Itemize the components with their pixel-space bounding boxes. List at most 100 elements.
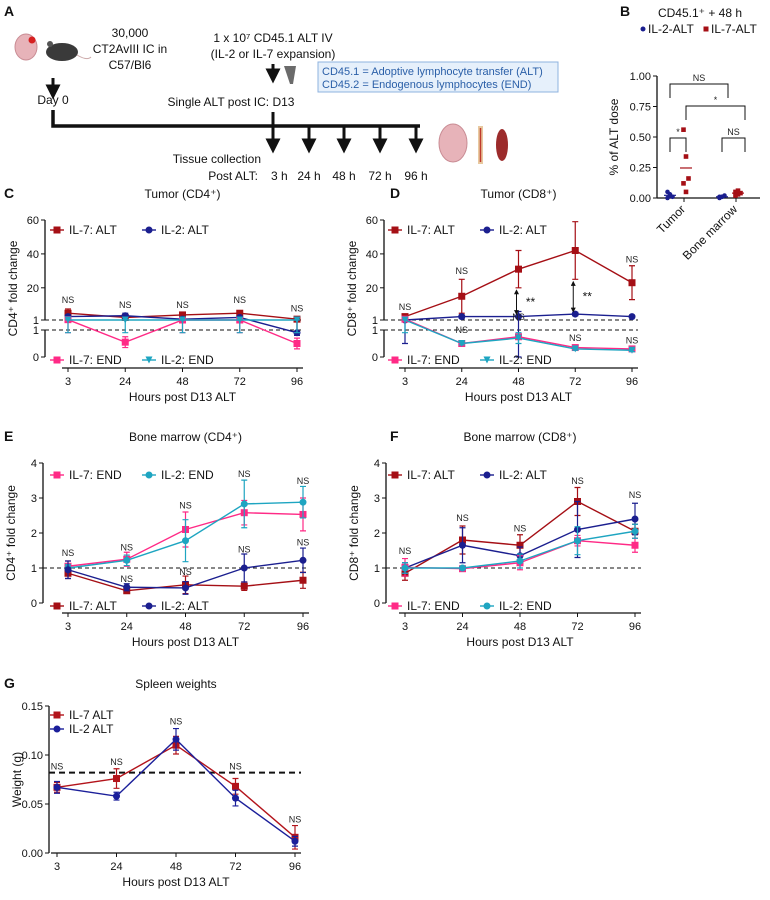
data-point [182, 537, 189, 545]
significance-label: NS [238, 469, 251, 479]
y-tick-label: 0.00 [22, 848, 43, 860]
legend-label: IL-2: ALT [161, 599, 209, 613]
legend-label: IL-7: END [407, 353, 460, 367]
legend-label: IL-7: END [407, 599, 460, 613]
significance-label: NS [179, 567, 192, 577]
data-point [628, 346, 636, 354]
y-axis-label: Weight (g) [10, 752, 24, 807]
significance-label: NS [238, 544, 251, 554]
panel-label: D [390, 185, 400, 201]
data-point [686, 176, 691, 181]
timepoint-label: 3 h [271, 169, 288, 183]
x-tick-label: 48 [170, 861, 182, 873]
data-point [391, 471, 399, 479]
data-point [458, 292, 466, 300]
x-tick-label: 72 [569, 376, 581, 388]
x-tick-label: 24 [121, 621, 133, 633]
data-point [145, 226, 153, 234]
info-line: CD45.2 = Endogenous lymphocytes (END) [322, 79, 531, 91]
significance-label: NS [514, 523, 527, 533]
data-point [483, 226, 491, 234]
x-tick-label: 96 [626, 376, 638, 388]
data-point [735, 188, 741, 193]
legend-label: IL-7: END [69, 468, 122, 482]
data-point [123, 583, 131, 591]
data-point [236, 309, 244, 317]
data-point [172, 735, 180, 743]
x-tick-label: 48 [514, 621, 526, 633]
data-point [483, 471, 491, 479]
chart-title: Tumor (CD8⁺) [481, 187, 557, 201]
y-axis-label: CD4⁺ fold change [4, 485, 18, 581]
significance-label: NS [291, 304, 304, 314]
data-point [64, 566, 72, 574]
legend-item: IL-7: ALT [50, 599, 117, 613]
x-tick-label: Bone marrow [680, 202, 741, 263]
data-point [459, 541, 466, 549]
y-tick-label: 3 [374, 493, 380, 505]
data-point [179, 311, 186, 319]
data-point [459, 564, 466, 572]
data-point [113, 775, 120, 783]
data-point [735, 192, 741, 197]
timepoint-label: 72 h [368, 169, 391, 183]
data-point [516, 557, 524, 565]
significance-label: NS [120, 543, 133, 553]
data-point [145, 471, 153, 479]
data-point [571, 247, 579, 255]
significance-label: NS [170, 717, 183, 727]
data-point [515, 265, 522, 273]
x-axis-label: Hours post D13 ALT [122, 875, 230, 889]
significance-label: NS [399, 302, 412, 312]
y-tick-label: 60 [366, 215, 378, 227]
y-axis-label: CD8⁺ fold change [347, 485, 361, 581]
legend-item: IL-7 ALT [50, 708, 114, 722]
significance-label: NS [62, 548, 75, 558]
data-point [401, 564, 409, 572]
data-point [628, 313, 636, 321]
legend-label: IL-7: ALT [407, 223, 455, 237]
data-point [145, 602, 153, 610]
panel-label: E [4, 428, 13, 444]
y-tick-label: 0 [31, 598, 37, 610]
data-point [483, 602, 491, 610]
data-point [240, 500, 248, 508]
y-tick-label: 4 [374, 458, 380, 470]
data-point [640, 26, 646, 32]
y-tick-label: 4 [31, 458, 37, 470]
x-axis-label: Hours post D13 ALT [129, 390, 237, 404]
mouse-icon [284, 66, 296, 84]
data-point [458, 313, 466, 321]
data-point [458, 340, 466, 347]
significance-label: NS [629, 490, 642, 500]
data-point [182, 584, 189, 592]
data-point [123, 556, 131, 564]
legend-item: IL-2: END [142, 353, 214, 367]
significance-label: NS [455, 266, 468, 276]
legend-label: IL-2 ALT [69, 722, 114, 736]
y-tick-label: 40 [27, 249, 39, 261]
data-point [683, 154, 689, 159]
chart-title: Tumor (CD4⁺) [145, 187, 221, 201]
data-point [240, 564, 248, 572]
x-tick-label: 72 [229, 861, 241, 873]
legend-label: IL-2: ALT [499, 468, 547, 482]
y-tick-label: 1 [33, 315, 39, 327]
significance-label: NS [233, 295, 246, 305]
x-tick-label: 48 [179, 621, 191, 633]
y-tick-label: 0 [372, 352, 378, 364]
x-tick-label: 3 [402, 376, 408, 388]
legend-label: IL-2-ALT [648, 22, 694, 36]
data-point [703, 26, 709, 32]
timeline [51, 110, 420, 128]
significance-label: NS [626, 336, 639, 346]
data-point [53, 711, 61, 719]
y-tick-label: 0.15 [22, 701, 43, 713]
data-point [628, 279, 636, 287]
panel-label: F [390, 428, 399, 444]
legend-item: IL-2-ALT [640, 22, 694, 36]
legend-label: IL-7-ALT [711, 22, 757, 36]
data-point [681, 181, 686, 186]
significance-label: NS [62, 295, 75, 305]
data-point [53, 783, 61, 791]
